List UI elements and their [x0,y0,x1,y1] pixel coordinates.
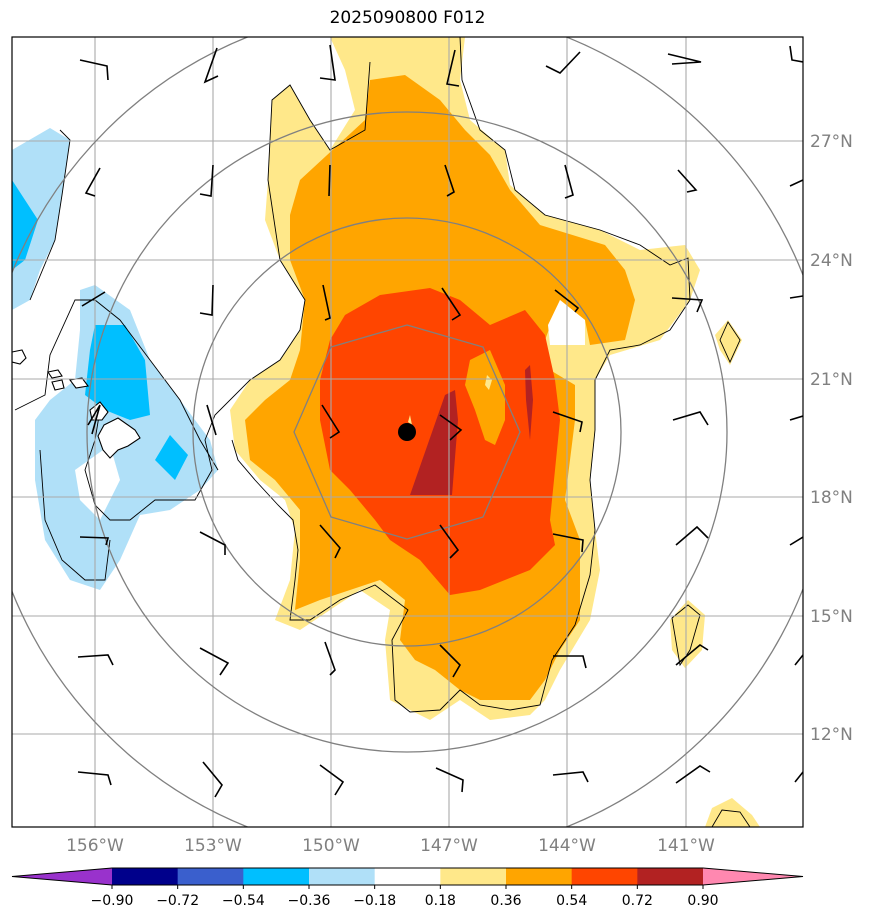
colorbar-tick-label: −0.54 [222,893,265,909]
storm-center-marker [398,423,416,441]
lat-label: 15°N [810,607,853,627]
colorbar-swatch [506,868,573,885]
lon-label: 144°W [538,836,596,856]
colorbar-tick-label: 0.90 [687,893,718,909]
colorbar-swatch [112,868,179,885]
colorbar-tick-label: −0.18 [353,893,396,909]
colorbar-tick-label: −0.72 [156,893,199,909]
colorbar-extend-min [12,868,112,885]
colorbar-tick-label: 0.18 [425,893,456,909]
lon-label: 150°W [302,836,360,856]
colorbar-tick-label: 0.54 [556,893,587,909]
map-title: 2025090800 F012 [329,8,486,28]
colorbar-swatch [637,868,704,885]
wind-barbs [77,44,803,798]
colorbar-swatch [309,868,376,885]
colorbar-tick-label: −0.90 [91,893,134,909]
lon-label: 147°W [420,836,478,856]
colorbar-swatch [243,868,310,885]
lon-label: 153°W [184,836,242,856]
range-rings [12,37,803,827]
lon-label: 156°W [66,836,124,856]
lat-label: 27°N [810,132,853,152]
colorbar-swatch [177,868,244,885]
colorbar-tick-label: 0.36 [490,893,521,909]
colorbar-tick-label: 0.72 [622,893,653,909]
colorbar-extend-max [703,868,803,885]
colorbar-swatch [440,868,507,885]
lat-label: 12°N [810,725,853,745]
colorbar-swatch [571,868,638,885]
colorbar-tick-label: −0.36 [288,893,331,909]
lon-label: 141°W [657,836,715,856]
colorbar: −0.90 −0.72 −0.54 −0.36 −0.18 0.18 0.36 0.54 0.7… [11,867,804,909]
lat-label: 24°N [810,251,853,271]
map-frame [11,36,804,828]
lat-label: 18°N [810,488,853,508]
lat-label: 21°N [810,370,853,390]
colorbar-swatch [374,868,441,885]
map-area [12,37,803,827]
lat-labels: 27°N 24°N 21°N 18°N 15°N 12°N [810,132,853,745]
lon-labels: 156°W 153°W 150°W 147°W 144°W 141°W [66,836,715,856]
